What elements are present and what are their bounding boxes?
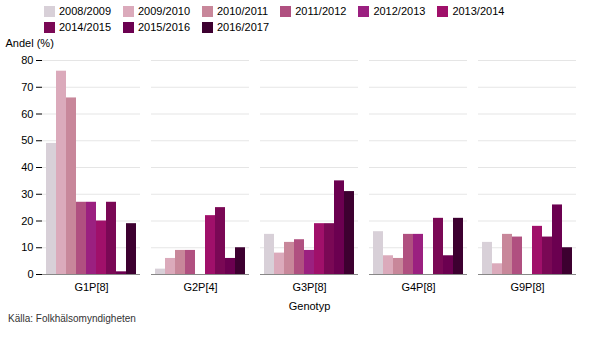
html-text:2016/2017: 2016/2017	[217, 21, 269, 33]
svg-text:30: 30	[21, 188, 33, 200]
html-text:2013/2014: 2013/2014	[452, 5, 505, 17]
svg-text:G3P[8]: G3P[8]	[292, 281, 326, 293]
svg-text:G4P[8]: G4P[8]	[401, 281, 435, 293]
svg-text:40: 40	[21, 161, 33, 173]
html-text:2015/2016: 2015/2016	[138, 21, 190, 33]
svg-text:G2P[4]: G2P[4]	[183, 281, 217, 293]
svg-text:0: 0	[27, 268, 33, 280]
html-text:2010/2011: 2010/2011	[217, 5, 269, 17]
svg-text:G9P[8]: G9P[8]	[510, 281, 544, 293]
html-text:2009/2010: 2009/2010	[138, 5, 190, 17]
svg-text:80: 80	[21, 54, 33, 66]
svg-text:Andel (%): Andel (%)	[6, 37, 54, 49]
svg-text:50: 50	[21, 134, 33, 146]
html-text:Källa: Folkhälsomyndigheten: Källa: Folkhälsomyndigheten	[8, 313, 136, 324]
svg-text:70: 70	[21, 81, 33, 93]
html-text:2014/2015: 2014/2015	[59, 21, 111, 33]
html-text:2012/2013: 2012/2013	[373, 5, 426, 17]
svg-text:G1P[8]: G1P[8]	[74, 281, 108, 293]
html-text:2011/2012: 2011/2012	[295, 5, 347, 17]
html-text:2008/2009: 2008/2009	[59, 5, 111, 17]
svg-text:10: 10	[21, 241, 33, 253]
svg-text:20: 20	[21, 215, 33, 227]
svg-text:60: 60	[21, 108, 33, 120]
svg-text:Genotyp: Genotyp	[289, 300, 331, 312]
